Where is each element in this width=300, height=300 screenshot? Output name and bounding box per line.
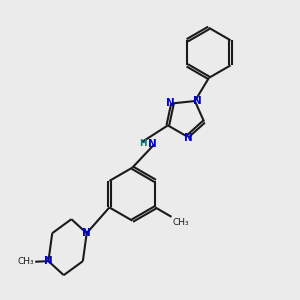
Text: CH₃: CH₃: [17, 257, 34, 266]
Text: N: N: [148, 139, 157, 148]
Text: CH₃: CH₃: [173, 218, 190, 227]
Text: N: N: [193, 96, 202, 106]
Text: N: N: [44, 256, 53, 266]
Text: N: N: [184, 133, 193, 143]
Text: N: N: [166, 98, 175, 108]
Text: N: N: [82, 228, 91, 238]
Text: H: H: [139, 139, 147, 148]
